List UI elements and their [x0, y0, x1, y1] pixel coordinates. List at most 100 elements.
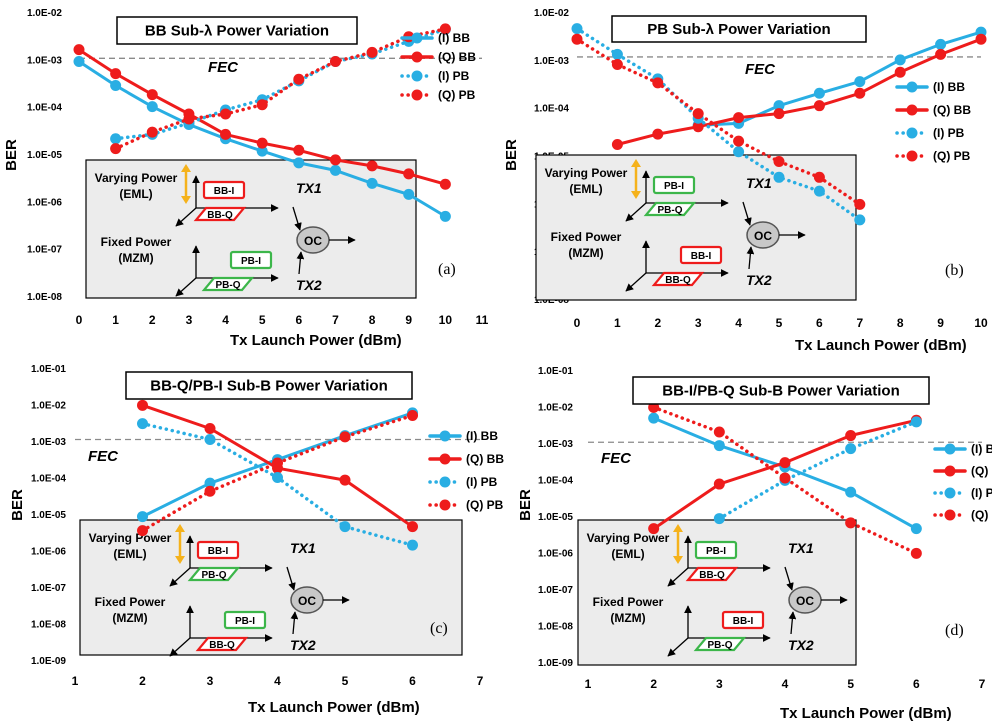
transmitter-inset: Varying Power (EML) Fixed Power (MZM) BB-I BB… — [85, 159, 417, 299]
y-tick-label: 1.0E-02 — [27, 8, 62, 19]
tx2-label: TX2 — [788, 637, 814, 653]
fixed-power-sub: (MZM) — [568, 246, 603, 260]
x-axis-label: Tx Launch Power (dBm) — [795, 337, 967, 354]
legend-item: (I) BB — [933, 442, 992, 456]
chart-panel-a: 1.0E-08 1.0E-07 1.0E-06 1.0E-05 1.0E-04 1.0E-… — [3, 8, 489, 349]
chart-title-box — [632, 376, 930, 405]
data-point — [692, 121, 704, 133]
legend-label: (I) PB — [438, 69, 470, 83]
y-tick-label: 1.0E-01 — [31, 364, 66, 375]
data-point — [845, 430, 857, 442]
y-tick-label: 1.0E-07 — [538, 585, 573, 596]
series-line — [575, 26, 862, 222]
x-tick-label: 3 — [716, 677, 723, 691]
x-tick-label: 11 — [476, 313, 489, 327]
arrow-down-icon — [673, 556, 683, 564]
constellation-box-upright — [721, 610, 765, 630]
legend-marker — [944, 509, 956, 521]
constellation-box-flat — [195, 636, 249, 652]
data-point — [137, 525, 148, 537]
arrow-up-icon — [175, 524, 185, 532]
tx2-label: TX2 — [746, 272, 772, 288]
data-point — [110, 80, 122, 92]
data-point — [733, 146, 745, 158]
legend-marker — [439, 430, 451, 442]
constellation-label: BB-I — [214, 186, 235, 197]
legend-item: (I) BB — [428, 429, 498, 443]
y-tick-label: 1.0E-06 — [538, 549, 573, 560]
data-point — [339, 431, 351, 443]
legend-label: (I) BB — [438, 31, 470, 45]
legend-label: (I) BB — [933, 80, 965, 94]
data-point — [204, 485, 216, 497]
data-point — [611, 48, 623, 60]
legend-item: (I) BB — [895, 80, 965, 94]
legend-marker — [944, 443, 956, 455]
series-qbb — [611, 33, 987, 150]
data-point — [403, 168, 415, 180]
fec-label: FEC — [745, 61, 776, 78]
x-tick-label: 5 — [342, 674, 349, 688]
constellation-label: BB-Q — [207, 210, 233, 221]
x-tick-label: 8 — [369, 313, 376, 327]
data-point — [204, 477, 216, 489]
constellation-label: PB-I — [241, 256, 261, 267]
chart-panel-b: 1.0E-081.0E-071.0E-061.0E-051.0E-041.0E-… — [503, 8, 988, 354]
fixed-power-sub: (MZM) — [610, 611, 645, 625]
tx1-label: TX1 — [746, 175, 772, 191]
constellation-box-upright — [652, 175, 696, 195]
series-line — [113, 27, 448, 151]
fec-label: FEC — [601, 450, 632, 467]
x-tick-label: 6 — [913, 677, 920, 691]
constellation-label: PB-Q — [216, 280, 241, 291]
oc-label: OC — [298, 594, 316, 608]
constellation-box-flat — [651, 271, 705, 287]
data-point — [713, 478, 725, 490]
x-tick-label: 2 — [139, 674, 146, 688]
legend-label: (I) PB — [971, 486, 992, 500]
y-tick-label: 1.0E-04 — [31, 474, 66, 485]
varying-power-label: Varying Power — [545, 166, 628, 180]
legend-label: (Q) BB — [933, 103, 971, 117]
legend-marker — [944, 487, 956, 499]
fec-label: FEC — [208, 59, 239, 76]
constellation-label: PB-I — [706, 546, 726, 557]
data-point — [272, 457, 283, 469]
data-point — [813, 87, 825, 99]
x-tick-label: 1 — [614, 316, 621, 330]
y-tick-label: 1.0E-03 — [31, 437, 66, 448]
x-tick-label: 0 — [574, 316, 581, 330]
legend-item: (I) PB — [895, 126, 965, 140]
data-point — [713, 440, 725, 452]
series-qpb — [110, 23, 451, 155]
constellation-label: PB-I — [235, 616, 255, 627]
series-ipb — [571, 23, 866, 226]
transmitter-inset: Varying Power (EML) Fixed Power (MZM) BB-I PB… — [79, 519, 463, 657]
data-point — [854, 198, 866, 210]
constellation-box-flat — [693, 636, 747, 652]
constellation-box-upright — [223, 610, 267, 630]
data-point — [910, 416, 922, 428]
axis-diagonal — [625, 202, 647, 222]
data-point — [293, 144, 305, 156]
data-point — [329, 164, 341, 176]
varying-power-sub: (EML) — [611, 547, 644, 561]
legend-marker — [439, 476, 451, 488]
axis-diagonal — [169, 567, 191, 587]
x-tick-label: 4 — [274, 674, 281, 688]
y-axis-label: BER — [9, 489, 26, 521]
tx2-to-oc-arrow — [746, 246, 755, 270]
chart-title: PB Sub-λ Power Variation — [647, 21, 830, 38]
y-tick-label: 1.0E-04 — [538, 476, 573, 487]
series-line — [696, 30, 983, 127]
panel-letter: (a) — [438, 261, 456, 278]
data-point — [813, 185, 825, 197]
chart-title-box — [125, 371, 413, 400]
constellation-label: PB-Q — [658, 205, 683, 216]
x-axis-label: Tx Launch Power (dBm) — [230, 332, 402, 349]
varying-power-sub: (EML) — [569, 182, 602, 196]
data-point — [339, 474, 351, 486]
data-point — [137, 399, 148, 411]
fixed-power-label: Fixed Power — [95, 595, 166, 609]
